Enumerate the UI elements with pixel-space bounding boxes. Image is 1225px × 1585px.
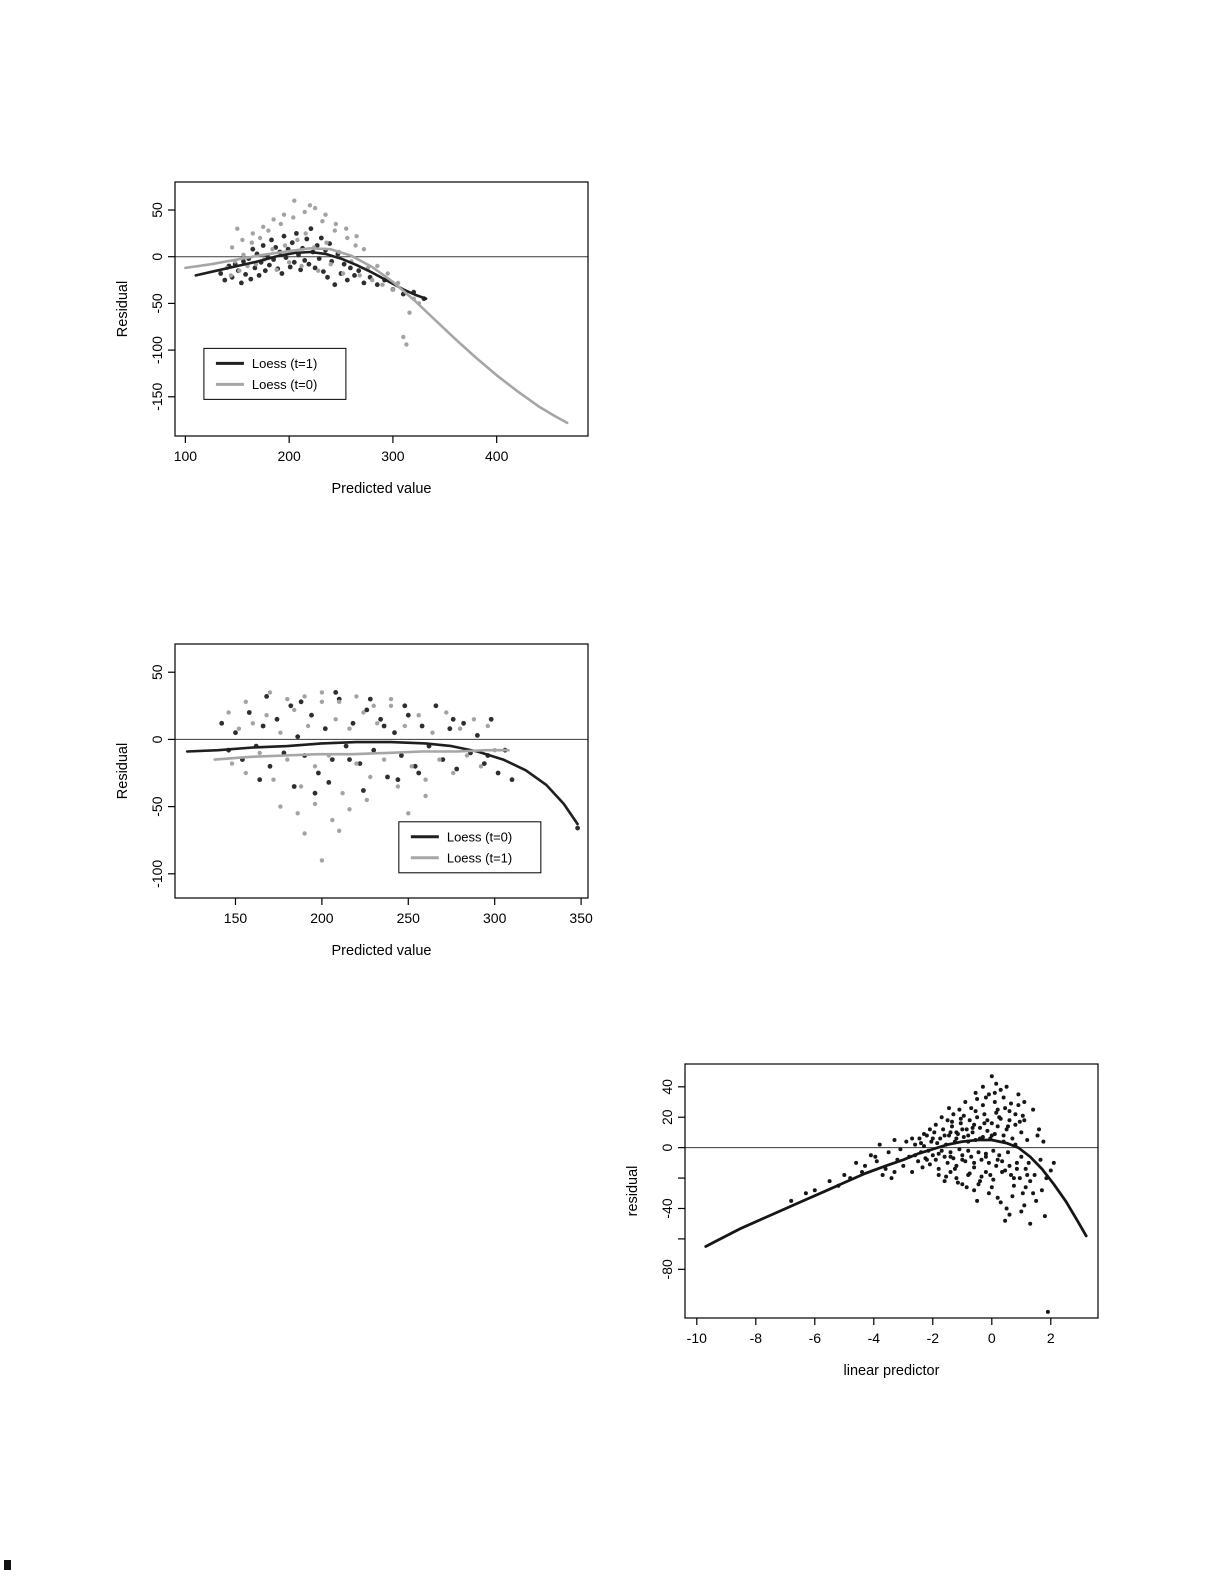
svg-text:-50: -50 <box>149 796 165 816</box>
svg-text:-4: -4 <box>868 1330 881 1346</box>
svg-text:40: 40 <box>659 1079 675 1095</box>
svg-text:0: 0 <box>659 1144 675 1152</box>
svg-text:0: 0 <box>988 1330 996 1346</box>
plot-box <box>174 643 589 899</box>
svg-text:-150: -150 <box>149 383 165 411</box>
y-axis: 50 0 -50 -100 -150 <box>149 202 175 411</box>
svg-text:250: 250 <box>397 910 421 926</box>
series-layer <box>184 198 569 425</box>
series-layer <box>704 1074 1088 1314</box>
scatter-points-t1 <box>226 690 497 863</box>
y-axis-title: Residual <box>115 743 131 799</box>
x-axis-title: Predicted value <box>332 943 432 959</box>
svg-text:300: 300 <box>483 910 507 926</box>
x-axis-title: linear predictor <box>844 1363 940 1379</box>
svg-text:-6: -6 <box>809 1330 822 1346</box>
svg-text:50: 50 <box>149 202 165 218</box>
svg-text:150: 150 <box>224 910 248 926</box>
svg-text:-100: -100 <box>149 860 165 888</box>
curve-loess-t1 <box>213 748 510 761</box>
x-axis: 150 200 250 300 350 <box>224 898 593 926</box>
svg-text:-50: -50 <box>149 293 165 313</box>
svg-text:2: 2 <box>1047 1330 1055 1346</box>
y-axis-title: residual <box>625 1166 641 1217</box>
scatter-points-t0 <box>219 690 580 831</box>
residual-vs-linear-predictor-chart: -10 -8 -6 -4 -2 0 2 40 20 0 -40 -80 linear predictor… <box>625 1063 1099 1379</box>
legend-entry-label: Loess (t=0) <box>252 377 317 392</box>
legend: Loess (t=1) Loess (t=0) <box>203 347 347 400</box>
scan-artifact-mark <box>4 1560 11 1570</box>
curve-loess-t0 <box>185 740 579 826</box>
curve-loess-t0 <box>184 247 569 425</box>
svg-text:200: 200 <box>310 910 334 926</box>
series-layer <box>185 690 580 863</box>
scatter-points <box>789 1074 1056 1314</box>
residual-vs-predicted-chart-middle: 150 200 250 300 350 50 0 -50 -100 Predicted value… <box>115 643 593 959</box>
x-axis: -10 -8 -6 -4 -2 0 2 <box>687 1318 1055 1346</box>
plot-box <box>174 181 589 437</box>
svg-text:300: 300 <box>381 448 405 464</box>
legend: Loess (t=0) Loess (t=1) <box>398 821 542 874</box>
svg-text:20: 20 <box>659 1109 675 1125</box>
legend-entry-label: Loess (t=1) <box>252 356 317 371</box>
svg-text:-100: -100 <box>149 336 165 364</box>
legend-entry-label: Loess (t=0) <box>447 829 512 844</box>
svg-text:350: 350 <box>569 910 593 926</box>
svg-text:0: 0 <box>149 735 165 743</box>
svg-text:-2: -2 <box>927 1330 940 1346</box>
svg-text:-40: -40 <box>659 1198 675 1218</box>
svg-text:-80: -80 <box>659 1259 675 1279</box>
y-axis: 50 0 -50 -100 <box>149 664 175 888</box>
figure-top-residual-plot: 100 200 300 400 50 0 -50 -100 -150 Predicted valu… <box>105 158 610 513</box>
svg-text:200: 200 <box>277 448 301 464</box>
svg-text:-10: -10 <box>687 1330 707 1346</box>
curve-loess <box>704 1138 1088 1248</box>
y-axis-title: Residual <box>115 281 131 337</box>
svg-text:-8: -8 <box>750 1330 763 1346</box>
legend-box <box>203 347 347 400</box>
legend-entry-label: Loess (t=1) <box>447 850 512 865</box>
y-axis: 40 20 0 -40 -80 <box>659 1079 685 1279</box>
x-axis: 100 200 300 400 <box>174 436 509 464</box>
svg-text:100: 100 <box>174 448 198 464</box>
plot-box <box>684 1063 1099 1319</box>
x-axis-title: Predicted value <box>332 481 432 497</box>
figure-bottom-residual-plot: -10 -8 -6 -4 -2 0 2 40 20 0 -40 -80 linear predictor… <box>615 1040 1120 1395</box>
svg-text:50: 50 <box>149 664 165 680</box>
figure-middle-residual-plot: 150 200 250 300 350 50 0 -50 -100 Predicted value… <box>105 620 610 975</box>
svg-text:0: 0 <box>149 253 165 261</box>
legend-box <box>398 821 542 874</box>
svg-text:400: 400 <box>485 448 509 464</box>
